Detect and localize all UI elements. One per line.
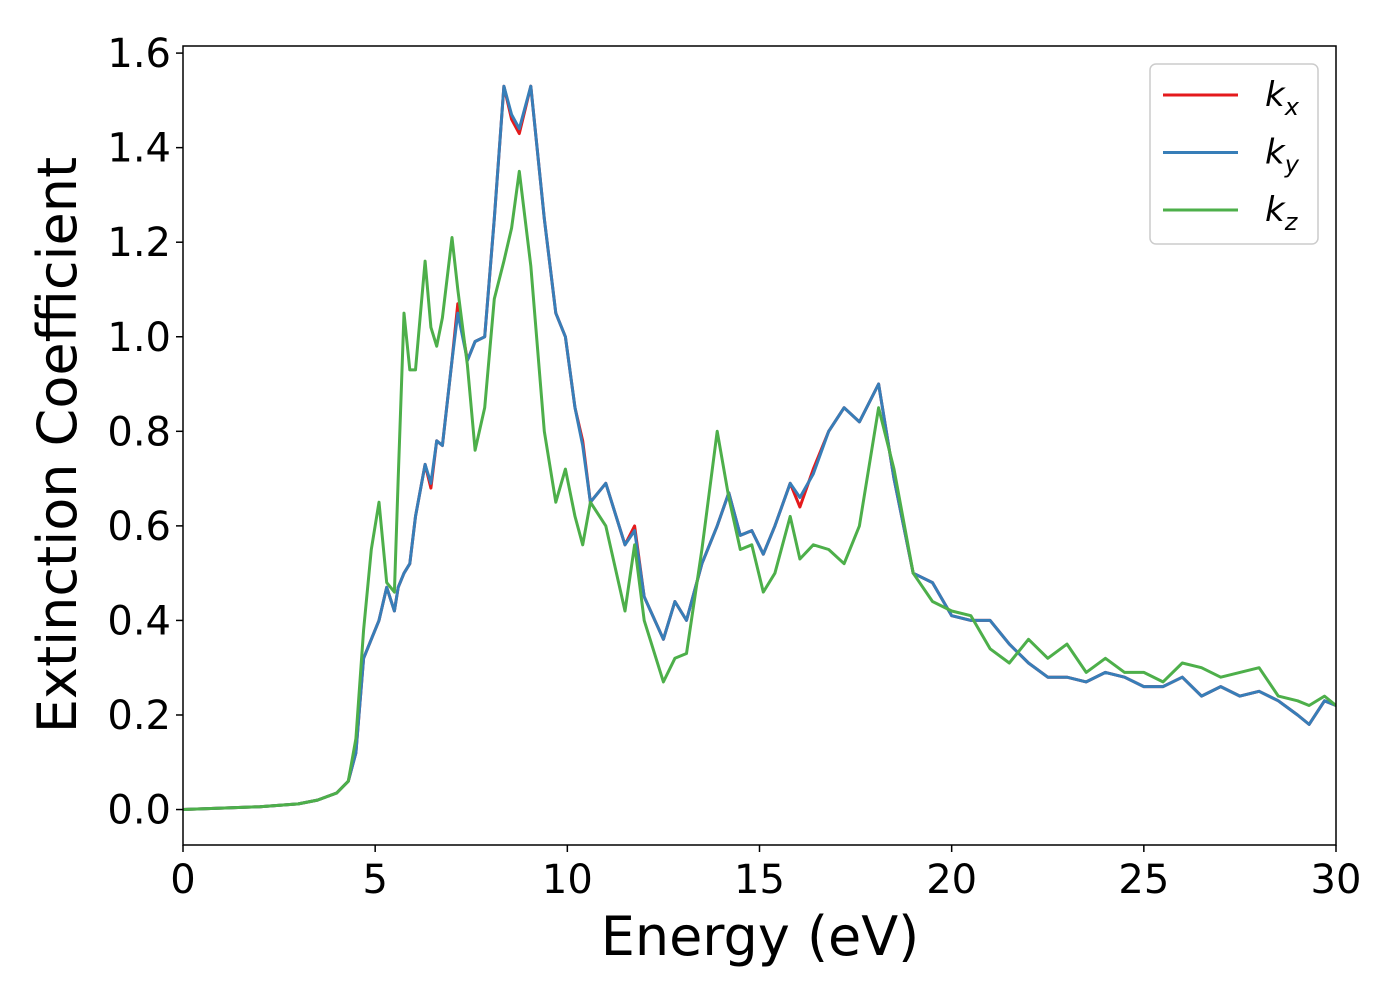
legend-label: kz xyxy=(1265,190,1299,236)
x-tick-label: 30 xyxy=(1311,857,1362,903)
legend-label: kx xyxy=(1265,75,1300,121)
x-tick-label: 20 xyxy=(926,857,977,903)
legend-name: k xyxy=(1265,133,1286,173)
legend-subscript: x xyxy=(1284,93,1300,121)
y-tick-label: 1.0 xyxy=(107,315,171,361)
x-tick-label: 0 xyxy=(170,857,195,903)
plot-frame xyxy=(182,45,1337,846)
data-line xyxy=(183,169,1336,811)
x-tick-label: 25 xyxy=(1118,857,1169,903)
y-tick-label: 1.6 xyxy=(107,31,171,77)
y-tick-label: 1.2 xyxy=(107,220,171,266)
y-tick-label: 0.2 xyxy=(107,693,171,739)
legend-subscript: y xyxy=(1284,151,1300,179)
y-tick-label: 0.0 xyxy=(107,788,171,834)
y-tick-label: 0.8 xyxy=(107,409,171,455)
y-tick-label: 0.6 xyxy=(107,504,171,550)
legend-subscript: z xyxy=(1284,208,1299,236)
legend-name: k xyxy=(1265,190,1286,230)
y-tick-label: 1.4 xyxy=(107,126,171,172)
x-tick-label: 10 xyxy=(542,857,593,903)
x-tick-label: 15 xyxy=(734,857,785,903)
legend-label: ky xyxy=(1265,133,1300,179)
legend-name: k xyxy=(1265,75,1286,115)
x-tick-label: 5 xyxy=(362,857,387,903)
data-line xyxy=(183,84,1336,811)
x-axis-label: Energy (eV) xyxy=(601,905,920,968)
y-axis-label: Extinction Coefficient xyxy=(26,157,89,733)
y-tick-label: 0.4 xyxy=(107,598,171,644)
